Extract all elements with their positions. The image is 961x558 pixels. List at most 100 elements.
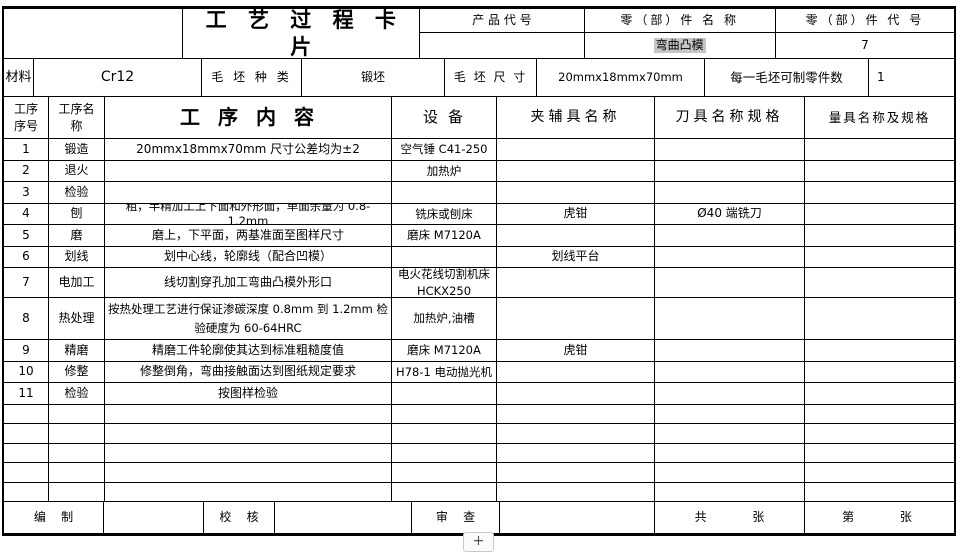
cell-content — [105, 424, 392, 443]
cell-fixture: 虎钳 — [497, 340, 655, 361]
cell-tool — [655, 246, 805, 267]
cell-process-no — [4, 463, 49, 482]
table-row-empty — [4, 404, 954, 425]
reviewed-by-value — [500, 502, 655, 534]
blank-size-label: 毛 坯 尺 寸 — [445, 59, 537, 96]
column-header-row: 工序序号 工序名称 工序内容 设备 夹辅具名称 刀具名称规格 量具名称及规格 — [4, 97, 954, 139]
table-row-11: 11 检验 按图样检验 — [4, 383, 954, 405]
cell-tool — [655, 225, 805, 246]
cell-gauge — [805, 139, 954, 160]
footer-row: 编 制 校 核 审 查 共 张 第 张 — [4, 502, 954, 534]
cell-process-no: 4 — [4, 203, 49, 224]
cell-process-name: 检验 — [49, 383, 105, 404]
sheet-number-cell: 第 张 — [842, 510, 912, 525]
cell-process-name — [49, 463, 105, 482]
cell-process-no: 1 — [4, 139, 49, 160]
material-value: Cr12 — [34, 59, 202, 96]
add-row-button[interactable]: + — [463, 532, 494, 552]
table-row-1: 1 锻造 20mmx18mmx70mm 尺寸公差均为±2 空气锤 C41-250 — [4, 139, 954, 161]
cell-gauge — [805, 268, 954, 297]
prepared-by-label: 编 制 — [4, 502, 104, 534]
cell-tool — [655, 268, 805, 297]
cell-content — [105, 482, 392, 502]
cell-fixture: 划线平台 — [497, 246, 655, 267]
cell-process-name: 锻造 — [49, 139, 105, 160]
cell-process-name: 热处理 — [49, 298, 105, 339]
table-row-3: 3 检验 — [4, 182, 954, 204]
cell-process-no — [4, 424, 49, 443]
cell-tool: Ø40 端铣刀 — [655, 203, 805, 224]
cell-tool — [655, 404, 805, 424]
total-sheets-cell: 共 张 — [655, 502, 805, 534]
cell-tool — [655, 160, 805, 181]
cell-fixture — [497, 482, 655, 502]
part-name-value[interactable]: 弯曲凸模 — [585, 32, 776, 58]
cell-equipment — [392, 463, 497, 482]
cell-content: 线切割穿孔加工弯曲凸模外形口 — [105, 268, 392, 297]
card-title: 工 艺 过 程 卡 片 — [183, 9, 421, 58]
cell-fixture — [497, 443, 655, 463]
cell-fixture: 虎钳 — [497, 203, 655, 224]
cell-gauge — [805, 424, 954, 443]
cell-process-no: 7 — [4, 268, 49, 297]
cell-fixture — [497, 361, 655, 382]
table-row-empty — [4, 463, 954, 483]
cell-process-name: 修整 — [49, 361, 105, 382]
cell-fixture — [497, 268, 655, 297]
cell-tool — [655, 298, 805, 339]
cell-content: 粗，半精加工上下面和外形面，单面余量为 0.8-1.2mm — [105, 203, 392, 224]
cell-equipment — [392, 404, 497, 424]
part-code-label: 零（部）件 代 号 — [805, 12, 925, 27]
product-code-label: 产 品 代 号 — [420, 9, 585, 32]
blank-type-label: 毛 坯 种 类 — [202, 59, 302, 96]
cell-fixture — [497, 182, 655, 203]
selected-text[interactable]: 弯曲凸模 — [653, 37, 706, 53]
cell-process-no: 3 — [4, 182, 49, 203]
cell-gauge — [805, 247, 954, 268]
cell-tool — [655, 443, 805, 463]
process-card-table: 工 艺 过 程 卡 片 产 品 代 号 零（部）件 名 称 零（部）件 代 号 … — [2, 6, 956, 537]
cell-process-name: 划线 — [49, 246, 105, 267]
cell-equipment: 加热炉 — [392, 160, 497, 181]
cell-tool — [655, 383, 805, 404]
part-name-label: 零（部）件 名 称 — [585, 9, 776, 32]
table-row-2: 2 退火 加热炉 — [4, 160, 954, 182]
material-label: 材料 — [4, 59, 34, 96]
cell-tool — [655, 424, 805, 443]
cell-process-no — [4, 482, 49, 502]
table-row-empty — [4, 482, 954, 503]
cell-gauge — [805, 161, 954, 182]
cell-process-name — [49, 443, 105, 463]
col-header-fixture: 夹辅具名称 — [497, 97, 655, 138]
cell-equipment — [392, 182, 497, 203]
cell-fixture — [497, 383, 655, 404]
prepared-by-value — [104, 502, 204, 534]
cell-process-no: 10 — [4, 361, 49, 382]
cell-fixture — [497, 424, 655, 443]
table-row-4: 4 刨 粗，半精加工上下面和外形面，单面余量为 0.8-1.2mm 铣床或刨床 … — [4, 203, 954, 225]
cell-gauge — [805, 383, 954, 404]
cell-fixture — [497, 160, 655, 181]
part-code-value: 7 — [861, 37, 869, 52]
cell-process-no: 2 — [4, 160, 49, 181]
cell-tool — [655, 182, 805, 203]
col-header-content: 工序内容 — [105, 97, 392, 138]
table-row-6: 6 划线 划中心线，轮廓线（配合凹模） 划线平台 — [4, 246, 954, 268]
cell-equipment: 铣床或刨床 — [392, 203, 497, 224]
title-section: 工 艺 过 程 卡 片 产 品 代 号 零（部）件 名 称 零（部）件 代 号 … — [4, 9, 954, 59]
cell-content — [105, 160, 392, 181]
col-header-process-no: 工序序号 — [4, 97, 49, 138]
cell-equipment — [392, 424, 497, 443]
cell-equipment — [392, 383, 497, 404]
col-header-tool: 刀具名称规格 — [655, 97, 805, 138]
cell-process-no — [4, 404, 49, 424]
cell-gauge — [805, 483, 954, 502]
cell-process-name — [49, 404, 105, 424]
cell-tool — [655, 361, 805, 382]
parts-per-blank-label: 每一毛坯可制零件数 — [705, 59, 869, 96]
top-empty-cell — [4, 9, 184, 58]
table-row-empty — [4, 424, 954, 444]
cell-tool — [655, 340, 805, 361]
cell-gauge — [805, 405, 954, 424]
